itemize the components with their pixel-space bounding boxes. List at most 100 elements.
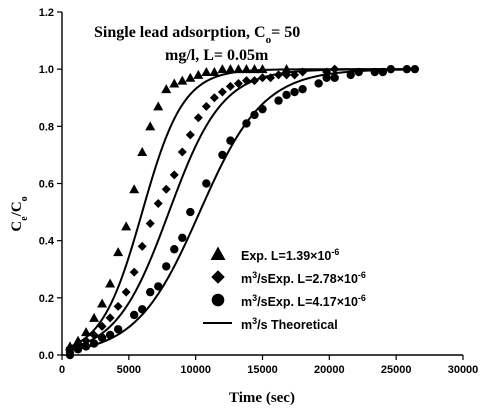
- y-tick-label: 0.0: [39, 350, 54, 362]
- data-point-circle: [105, 330, 115, 340]
- data-points: [65, 64, 420, 360]
- data-point-diamond: [282, 70, 292, 80]
- data-point-triangle: [241, 64, 252, 74]
- data-point-diamond: [89, 330, 99, 340]
- data-point-diamond: [137, 241, 147, 251]
- data-point-triangle: [169, 78, 180, 88]
- chart-title-line1: Single lead adsorption, Co= 50: [94, 24, 300, 46]
- data-point-circle: [242, 119, 251, 128]
- data-point-circle: [146, 287, 155, 297]
- y-tick-label: 0.2: [39, 293, 54, 305]
- x-axis-label: Time (sec): [229, 390, 295, 406]
- data-point-circle: [202, 179, 211, 188]
- data-point-circle: [73, 345, 83, 354]
- data-point-circle: [314, 79, 323, 88]
- axes: 0 5000 10000 15000 20000 25000 30000 0.0 0.2 0.4 0…: [39, 7, 479, 376]
- data-point-diamond: [105, 313, 115, 323]
- data-point-circle: [322, 73, 331, 82]
- data-point-circle: [250, 110, 259, 120]
- data-point-circle: [410, 64, 420, 74]
- data-point-circle: [178, 233, 187, 243]
- data-point-circle: [218, 150, 227, 160]
- data-point-triangle: [177, 75, 188, 85]
- data-point-triangle: [73, 335, 84, 345]
- y-tick-label: 0.6: [39, 179, 54, 191]
- data-point-triangle: [113, 247, 124, 257]
- data-point-diamond: [129, 267, 139, 277]
- data-point-diamond: [113, 301, 123, 311]
- data-point-triangle: [65, 341, 76, 351]
- data-point-diamond: [330, 64, 340, 74]
- data-point-circle: [138, 305, 147, 314]
- data-point-triangle: [137, 147, 148, 157]
- data-point-circle: [330, 73, 339, 82]
- data-point-diamond: [145, 219, 155, 229]
- x-tick-label: 25000: [381, 364, 412, 376]
- data-point-circle: [402, 64, 412, 74]
- data-point-triangle: [81, 327, 92, 337]
- legend-circle-marker: [211, 293, 225, 307]
- data-point-circle: [290, 87, 299, 97]
- y-tick-label: 0.4: [39, 236, 55, 248]
- data-point-triangle: [217, 64, 228, 74]
- data-point-circle: [154, 282, 163, 291]
- data-point-triangle: [233, 64, 244, 74]
- data-point-circle: [162, 262, 171, 271]
- y-tick-label: 0.8: [39, 121, 54, 133]
- x-tick-label: 15000: [247, 364, 278, 376]
- data-point-triangle: [185, 72, 196, 82]
- data-point-circle: [129, 310, 139, 320]
- y-tick-label: 1.0: [39, 64, 54, 76]
- data-point-triangle: [153, 101, 164, 111]
- data-point-triangle: [193, 69, 204, 79]
- data-point-triangle: [161, 84, 172, 94]
- data-point-diamond: [233, 78, 243, 88]
- legend-entry-2: m3/sExp. L=2.78×10-6: [241, 270, 366, 286]
- data-point-triangle: [281, 64, 292, 74]
- data-point-diamond: [298, 67, 308, 77]
- data-point-circle: [354, 67, 363, 77]
- data-point-diamond: [258, 73, 267, 83]
- data-point-triangle: [257, 64, 268, 74]
- legend-entry-3: m3/sExp. L=4.17×10-6: [241, 293, 366, 309]
- data-point-circle: [170, 245, 179, 254]
- data-point-diamond: [241, 76, 251, 86]
- data-point-circle: [89, 339, 99, 348]
- data-point-circle: [186, 207, 195, 217]
- data-point-diamond: [266, 73, 276, 83]
- data-point-diamond: [169, 170, 179, 180]
- data-point-circle: [258, 104, 267, 114]
- legend-entry-4: m3/s Theoretical: [241, 316, 338, 332]
- x-tick-label: 20000: [314, 364, 345, 376]
- legend: Exp. L=1.39×10-6 m3/sExp. L=2.78×10-6 m3/s…: [203, 246, 366, 332]
- data-point-circle: [65, 350, 75, 360]
- data-point-diamond: [121, 287, 131, 297]
- data-point-diamond: [177, 147, 187, 157]
- data-point-circle: [282, 90, 291, 100]
- data-point-triangle: [129, 184, 140, 194]
- data-point-triangle: [225, 64, 236, 74]
- data-point-triangle: [121, 221, 132, 231]
- legend-diamond-marker: [211, 270, 225, 284]
- data-point-circle: [274, 96, 283, 105]
- data-point-triangle: [97, 298, 108, 308]
- data-point-circle: [370, 67, 379, 77]
- x-tick-label: 0: [59, 364, 65, 376]
- data-point-diamond: [290, 70, 300, 80]
- data-point-circle: [378, 67, 387, 77]
- x-tick-label: 30000: [448, 364, 479, 376]
- data-point-triangle: [145, 121, 156, 131]
- data-point-diamond: [209, 93, 219, 103]
- x-tick-label: 10000: [180, 364, 211, 376]
- data-point-triangle: [249, 64, 260, 74]
- data-point-circle: [81, 342, 91, 351]
- data-point-circle: [298, 84, 307, 94]
- data-point-diamond: [274, 70, 284, 80]
- data-point-diamond: [97, 321, 107, 331]
- data-point-circle: [226, 136, 235, 145]
- data-point-triangle: [209, 67, 220, 77]
- data-point-diamond: [193, 113, 203, 123]
- data-point-diamond: [161, 184, 171, 194]
- legend-triangle-marker: [210, 246, 226, 260]
